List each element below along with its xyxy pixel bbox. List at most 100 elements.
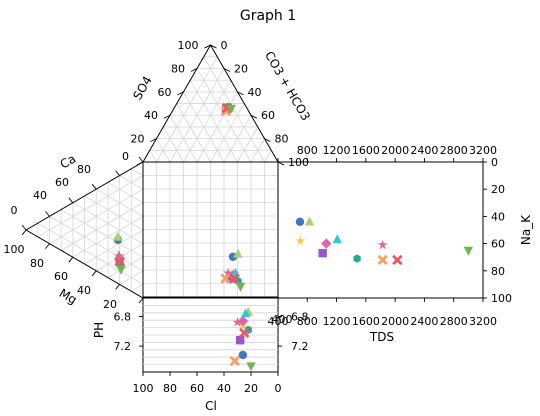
nak-axis-label: Na_K [519, 214, 533, 245]
left-triangle-gridline [60, 202, 144, 251]
diamond-sample-point [235, 282, 246, 292]
ph-axis-label: PH [92, 322, 106, 338]
top-left-tick-label: 60 [158, 86, 172, 99]
tds-bottom-tick-label: 3200 [469, 315, 497, 328]
top-triangle-sample-point [226, 104, 236, 114]
ca-tick [115, 170, 120, 176]
left-triangle-gridline [84, 195, 144, 231]
mg-tick [21, 229, 27, 236]
top-right-tick [264, 138, 271, 143]
left-triangle-gridline [96, 188, 144, 217]
nak-tick-label: 20 [491, 183, 505, 196]
ph-sample-point [239, 327, 250, 338]
cl-tick-label: 100 [133, 382, 154, 395]
tds-sample-point [304, 216, 315, 226]
top-right-tick [210, 44, 217, 49]
cl-tick-label: 20 [244, 382, 258, 395]
top-triangle-gridline [203, 56, 265, 163]
ca-tick [91, 183, 97, 190]
diamond-sample-point [226, 274, 235, 283]
top-triangle-gridline [210, 103, 245, 163]
ph-sample-point [229, 355, 240, 367]
left-triangle-gridline [49, 216, 144, 272]
tds-sample-point [353, 254, 361, 263]
top-left-tick-label: 20 [131, 133, 145, 146]
diamond-sample-point [229, 273, 240, 284]
left-triangle-sample-point [116, 265, 126, 275]
nak-tick-label: 100 [491, 292, 512, 305]
top-triangle-gridline [183, 79, 232, 163]
tds-bottom-tick-label: 2800 [440, 315, 468, 328]
ph-tds-tick-label: 6.8 [291, 311, 309, 324]
tds-top-tick-label: 2800 [440, 144, 468, 157]
ca-tick-label: 40 [33, 189, 47, 202]
tds-top-tick-label: 800 [297, 144, 318, 157]
top-triangle-gridline [156, 56, 218, 163]
ph-sample-point [238, 350, 248, 360]
top-right-tick-label: 0 [221, 39, 228, 52]
ca-tick [45, 211, 50, 217]
cl-tick-label: 0 [275, 382, 282, 395]
mg-tick-label: 60 [54, 270, 68, 283]
left-triangle-gridline [37, 222, 144, 285]
ca-axis-label: Ca [58, 152, 79, 172]
tds-top-tick-label: 2000 [381, 144, 409, 157]
top-left-tick-label: 40 [144, 109, 158, 122]
top-triangle-gridline [264, 150, 272, 163]
diamond-sample-point [220, 273, 231, 284]
tds-sample-point [377, 239, 388, 250]
top-left-tick-label: 100 [178, 39, 199, 52]
top-right-tick-label: 20 [234, 62, 248, 75]
diamond-sample-point-stroke [220, 273, 231, 284]
mg-tick [91, 270, 97, 277]
tds-top-tick-label: 3200 [469, 144, 497, 157]
ph-sample-point [240, 308, 251, 318]
tds-sample-point-stroke [377, 254, 388, 266]
tds-sample-point [295, 235, 306, 246]
tds-bottom-tick-label: 2400 [410, 315, 438, 328]
ph-sample-point [246, 362, 256, 372]
ca-tick-label: 80 [77, 163, 91, 176]
top-left-tick [190, 68, 198, 72]
ph-sample-point [237, 315, 249, 327]
mg-tick-label: 80 [30, 257, 44, 270]
mg-tick [115, 284, 120, 290]
mg-tick [138, 297, 144, 304]
nak-tick-label: 40 [491, 210, 505, 223]
cl-tick-label: 40 [217, 382, 231, 395]
ca-tick [21, 224, 27, 231]
left-triangle-sample-point [114, 250, 125, 261]
top-left-tick-label: 80 [171, 62, 185, 75]
cl-tick-label: 60 [190, 382, 204, 395]
tds-bottom-tick-label: 1200 [323, 315, 351, 328]
tds-sample-point [332, 234, 343, 244]
top-triangle-gridline [237, 126, 259, 163]
tds-bottom-tick-label: 1600 [352, 315, 380, 328]
top-triangle-gridline [196, 68, 252, 163]
ca-tick [68, 197, 74, 204]
top-triangle-gridline [176, 103, 211, 163]
so4-axis-label: SO4 [130, 74, 154, 102]
tds-top-tick-label: 1200 [323, 144, 351, 157]
ph-sample-point-stroke [229, 355, 240, 367]
tds-bottom-tick-label: 800 [297, 315, 318, 328]
diamond-sample-point-stroke [229, 273, 240, 284]
top-right-tick-label: 60 [261, 109, 275, 122]
tds-sample-point [377, 254, 388, 266]
mg-tick-label: 100 [4, 243, 25, 256]
nak-tick-label: 80 [491, 265, 505, 278]
ca-tick-label: 60 [55, 176, 69, 189]
top-right-tick [250, 114, 258, 119]
left-triangle-gridline [107, 256, 144, 278]
ph-sample-point-stroke [239, 327, 250, 338]
top-right-tick [237, 91, 244, 96]
ph-tds-tick-label: 400 [272, 313, 293, 326]
tds-bottom-tick-label: 2000 [381, 315, 409, 328]
tds-sample-point [318, 248, 327, 258]
ph-sample-point [232, 317, 243, 327]
ph-sample-point [236, 335, 245, 345]
tds-sample-point [295, 217, 305, 227]
ph-tick-label: 6.8 [114, 311, 132, 324]
top-triangle-gridline [162, 126, 184, 163]
